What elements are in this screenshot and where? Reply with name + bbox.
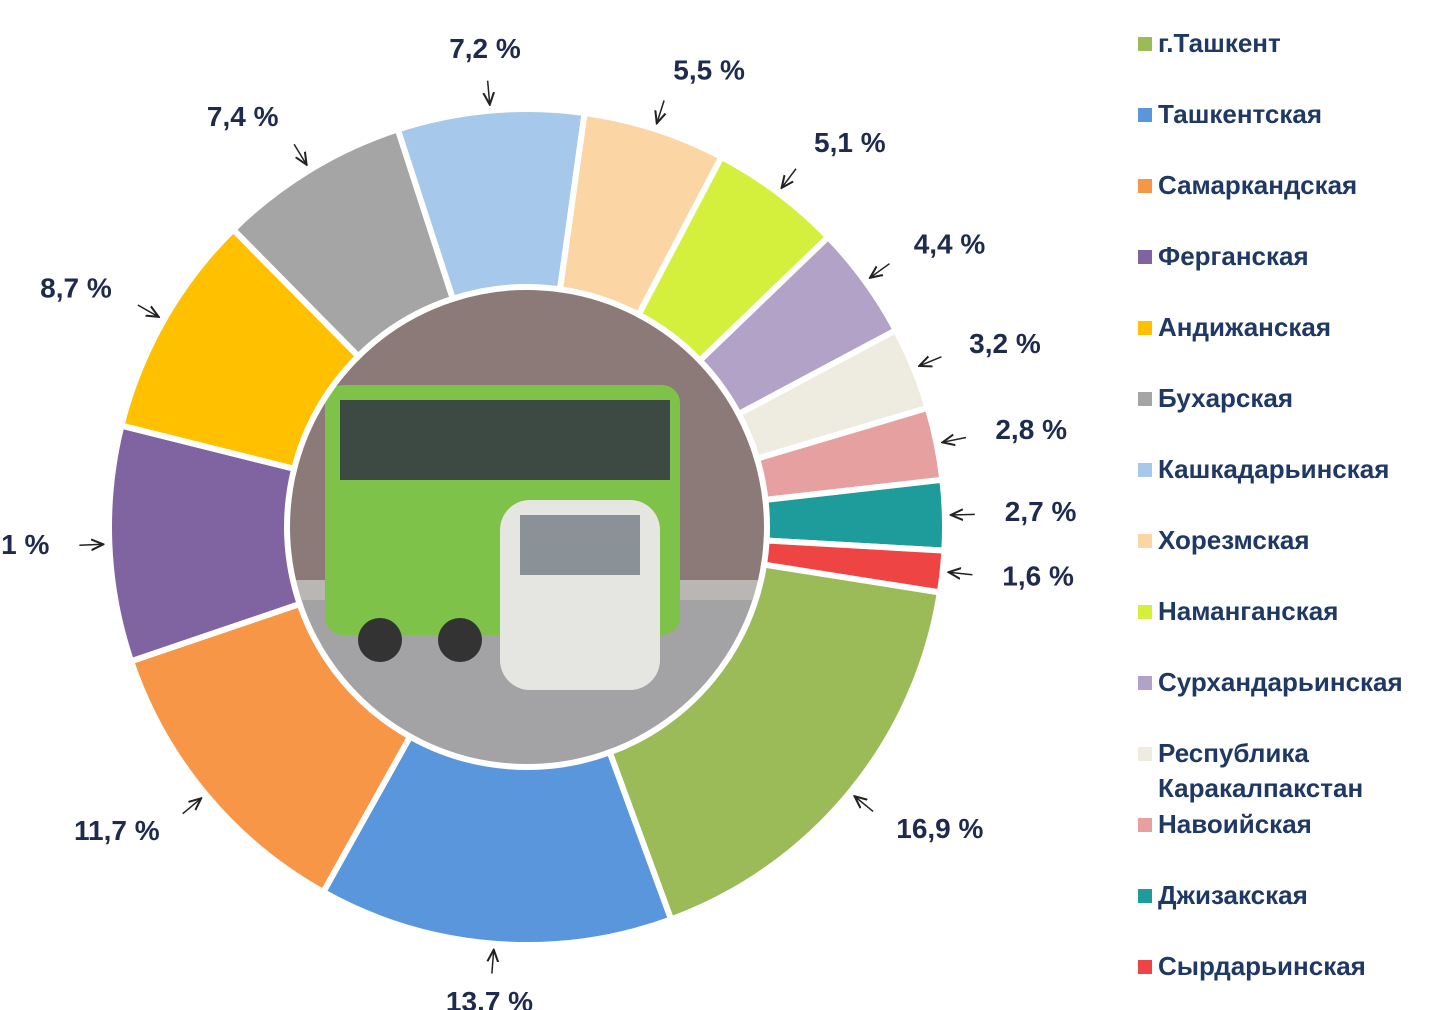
legend-swatch [1138, 108, 1152, 122]
legend-swatch [1138, 250, 1152, 264]
value-label: 13,7 % [446, 986, 533, 1010]
legend-item: Самаркандская [1138, 168, 1433, 203]
legend-label: Бухарская [1158, 381, 1433, 416]
label-arrow [138, 305, 159, 317]
value-label: 1,6 % [1002, 560, 1074, 591]
label-arrow [949, 572, 973, 575]
legend-item: Джизакская [1138, 878, 1433, 913]
legend: г.Ташкент Ташкентская Самаркандская Ферганс… [1138, 0, 1438, 1010]
legend-item: Андижанская [1138, 310, 1433, 345]
legend-swatch [1138, 676, 1152, 690]
label-arrow [782, 169, 796, 188]
legend-swatch [1138, 37, 1152, 51]
legend-label: Хорезмская [1158, 523, 1433, 558]
value-label: 16,9 % [896, 813, 983, 844]
value-label: 2,8 % [995, 414, 1067, 445]
legend-label: Кашкадарьинская [1158, 452, 1433, 487]
legend-item: Хорезмская [1138, 523, 1433, 558]
legend-label: Ферганская [1158, 239, 1433, 274]
legend-label: Наманганская [1158, 594, 1433, 629]
label-arrow [855, 796, 874, 811]
label-arrow [183, 798, 201, 813]
legend-item: Кашкадарьинская [1138, 452, 1433, 487]
legend-item: г.Ташкент [1138, 26, 1433, 61]
legend-item: Бухарская [1138, 381, 1433, 416]
label-arrow [492, 950, 494, 974]
legend-swatch [1138, 960, 1152, 974]
legend-swatch [1138, 321, 1152, 335]
label-arrow [294, 144, 306, 165]
legend-label: Республика Каракалпакстан [1158, 736, 1433, 806]
legend-swatch [1138, 463, 1152, 477]
chart: 16,9 % 13,7 % 11,7 % 9,1 % 8,7 % 7,4 % 7,2 % 5,… [0, 0, 1130, 1010]
value-label: 8,7 % [40, 273, 112, 304]
legend-swatch [1138, 818, 1152, 832]
value-label: 7,4 % [207, 101, 279, 132]
label-arrow [951, 514, 975, 515]
legend-item: Наманганская [1138, 594, 1433, 629]
label-arrow [488, 81, 490, 105]
value-label: 2,7 % [1005, 496, 1077, 527]
legend-item: Сырдарьинская [1138, 949, 1433, 984]
legend-item: Ферганская [1138, 239, 1433, 274]
legend-swatch [1138, 747, 1152, 761]
legend-label: Джизакская [1158, 878, 1433, 913]
legend-item: Навоийская [1138, 807, 1433, 842]
legend-swatch [1138, 889, 1152, 903]
label-arrow [79, 544, 103, 545]
value-label: 9,1 % [0, 529, 49, 560]
value-label: 5,5 % [673, 54, 745, 85]
label-arrow [942, 438, 966, 443]
legend-item: Сурхандарьинская [1138, 665, 1433, 700]
label-arrow [919, 357, 941, 366]
legend-label: Сырдарьинская [1158, 949, 1433, 984]
legend-swatch [1138, 392, 1152, 406]
label-arrow [870, 264, 889, 278]
legend-swatch [1138, 605, 1152, 619]
legend-label: Андижанская [1158, 310, 1433, 345]
legend-label: г.Ташкент [1158, 26, 1433, 61]
legend-item: Ташкентская [1138, 97, 1433, 132]
legend-label: Навоийская [1158, 807, 1433, 842]
legend-label: Самаркандская [1158, 168, 1433, 203]
legend-label: Ташкентская [1158, 97, 1433, 132]
label-arrow [657, 100, 664, 123]
page: 16,9 % 13,7 % 11,7 % 9,1 % 8,7 % 7,4 % 7,2 % 5,… [0, 0, 1440, 1010]
legend-item: Республика Каракалпакстан [1138, 736, 1433, 806]
value-label: 11,7 % [74, 815, 160, 846]
value-label: 7,2 % [449, 33, 521, 64]
value-label: 5,1 % [814, 127, 886, 158]
legend-swatch [1138, 179, 1152, 193]
legend-swatch [1138, 534, 1152, 548]
value-label: 3,2 % [969, 328, 1041, 359]
value-label: 4,4 % [914, 228, 986, 259]
legend-label: Сурхандарьинская [1158, 665, 1433, 700]
